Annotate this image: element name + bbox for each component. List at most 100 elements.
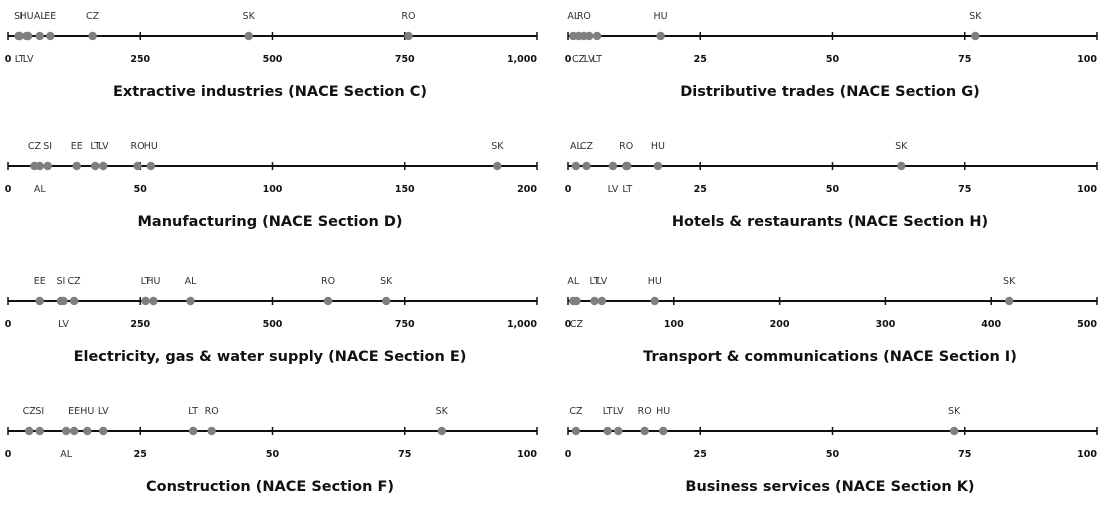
data-point-si xyxy=(35,426,44,436)
data-point-al xyxy=(35,31,44,41)
point-label-al: AL xyxy=(60,449,72,460)
x-tick-label: 300 xyxy=(875,319,895,330)
data-point-cz xyxy=(571,426,581,436)
x-tick-label: 50 xyxy=(134,184,148,195)
point-label-cz: CZ xyxy=(68,276,82,287)
x-tick-label: 1,000 xyxy=(507,54,537,65)
x-tick-label: 0 xyxy=(565,54,572,65)
x-tick-label: 75 xyxy=(958,449,971,460)
point-label-lt: LT xyxy=(590,276,600,287)
x-tick-label: 750 xyxy=(395,54,415,65)
point-label-al: AL xyxy=(185,276,197,287)
point-label-al: AL xyxy=(570,141,582,152)
panel-title: Transport & communications (NACE Section… xyxy=(643,349,1017,365)
point-label-sk: SK xyxy=(380,276,393,287)
point-label-al: AL xyxy=(567,276,579,287)
x-tick-label: 100 xyxy=(263,184,283,195)
x-tick-label: 0 xyxy=(565,184,572,195)
x-tick-label: 200 xyxy=(770,319,790,330)
x-tick-label: 500 xyxy=(1077,319,1097,330)
point-label-hu: HU xyxy=(146,276,160,287)
x-tick-label: 500 xyxy=(263,319,283,330)
data-point-hu xyxy=(83,426,92,436)
data-point-lv xyxy=(59,296,68,306)
panel-title: Hotels & restaurants (NACE Section H) xyxy=(672,214,988,230)
data-point-al xyxy=(571,161,581,171)
data-point-al xyxy=(61,426,71,436)
x-tick-label: 0 xyxy=(5,54,12,65)
x-tick-label: 400 xyxy=(981,319,1001,330)
point-label-ro: RO xyxy=(205,406,219,417)
x-tick-label: 100 xyxy=(1077,54,1097,65)
panel-business-services: 0 25 50 75 100 CZ LT LV RO HU SK Business services … xyxy=(565,406,1098,495)
data-point-hu xyxy=(659,426,668,436)
x-tick-label: 0 xyxy=(5,184,12,195)
x-tick-label: 100 xyxy=(1077,449,1097,460)
x-tick-label: 100 xyxy=(664,319,684,330)
x-tick-label: 250 xyxy=(130,319,150,330)
point-label-lt: LT xyxy=(141,276,151,287)
point-label-hu: HU xyxy=(648,276,662,287)
data-point-lt xyxy=(141,296,150,306)
point-label-lv: LV xyxy=(613,406,624,417)
data-point-lt xyxy=(590,296,599,306)
point-label-hu: HU xyxy=(19,11,33,22)
point-label-cz: CZ xyxy=(570,319,584,330)
data-point-ro xyxy=(207,426,216,436)
data-point-lv xyxy=(99,161,108,171)
point-label-ee: EE xyxy=(44,11,56,22)
data-point-al xyxy=(35,161,44,171)
point-label-cz: CZ xyxy=(28,141,42,152)
panel-title: Construction (NACE Section F) xyxy=(146,479,394,495)
data-point-cz xyxy=(572,296,581,306)
data-point-sk xyxy=(437,426,446,436)
data-point-hu xyxy=(146,161,156,171)
panel-title: Business services (NACE Section K) xyxy=(685,479,974,495)
x-tick-label: 750 xyxy=(395,319,415,330)
panel-title: Electricity, gas & water supply (NACE Se… xyxy=(74,349,467,365)
point-label-ro: RO xyxy=(577,11,591,22)
x-tick-label: 25 xyxy=(694,54,707,65)
data-point-hu xyxy=(149,296,158,306)
point-label-al: AL xyxy=(34,184,46,195)
data-point-lt xyxy=(623,161,632,171)
data-point-ee xyxy=(72,161,81,171)
point-label-al: AL xyxy=(34,11,46,22)
x-tick-label: 0 xyxy=(565,319,572,330)
x-tick-label: 75 xyxy=(958,184,971,195)
point-label-lt: LT xyxy=(603,406,613,417)
point-label-si: SI xyxy=(14,11,23,22)
data-point-cz xyxy=(88,31,97,41)
data-point-ro xyxy=(133,161,142,171)
point-label-ro: RO xyxy=(619,141,633,152)
x-tick-label: 50 xyxy=(826,184,840,195)
x-tick-label: 25 xyxy=(134,449,147,460)
data-point-sk xyxy=(971,31,980,41)
x-tick-label: 0 xyxy=(5,449,12,460)
data-point-hu xyxy=(656,31,665,41)
point-label-lv: LV xyxy=(584,54,595,65)
point-label-ro: RO xyxy=(638,406,652,417)
x-tick-label: 75 xyxy=(958,54,971,65)
point-label-lt: LT xyxy=(188,406,198,417)
x-tick-label: 150 xyxy=(395,184,415,195)
point-label-hu: HU xyxy=(651,141,665,152)
data-point-sk xyxy=(1004,296,1014,306)
data-point-lv xyxy=(584,31,594,41)
point-label-lt: LT xyxy=(622,184,632,195)
data-point-hu xyxy=(653,161,663,171)
point-label-sk: SK xyxy=(243,11,256,22)
x-tick-label: 100 xyxy=(517,449,537,460)
point-label-lt: LT xyxy=(90,141,100,152)
point-label-ee: EE xyxy=(68,406,80,417)
point-label-hu: HU xyxy=(144,141,158,152)
data-point-lt xyxy=(91,161,100,171)
point-label-sk: SK xyxy=(948,406,961,417)
point-label-ro: RO xyxy=(321,276,335,287)
x-tick-label: 50 xyxy=(826,54,840,65)
point-label-lv: LV xyxy=(98,141,109,152)
